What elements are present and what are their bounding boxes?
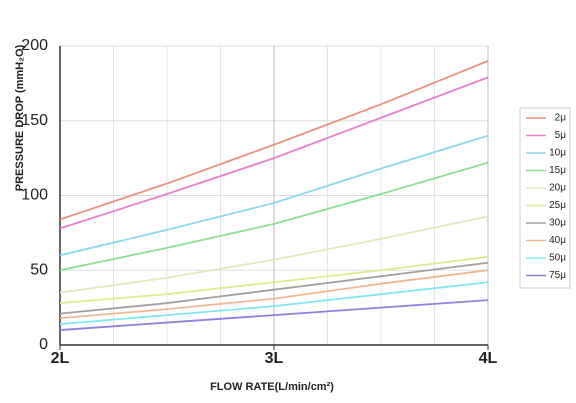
legend-label: 25μ: [549, 200, 566, 211]
y-tick-label: 0: [39, 336, 48, 353]
legend-label: 40μ: [549, 235, 566, 246]
legend-label: 5μ: [555, 130, 567, 141]
y-tick-label: 100: [21, 187, 48, 204]
y-tick-label: 150: [21, 112, 48, 129]
legend-label: 10μ: [549, 148, 566, 159]
x-tick-label: 3L: [265, 350, 284, 367]
legend-label: 50μ: [549, 253, 566, 264]
y-tick-label: 50: [30, 261, 48, 278]
series-line: [59, 76, 489, 230]
series-line: [59, 215, 489, 294]
series-line: [59, 255, 489, 305]
series-line: [59, 269, 489, 319]
legend-label: 30μ: [549, 218, 566, 229]
legend-label: 15μ: [549, 165, 566, 176]
y-axis-label: PRESSURE DROP (mmH₂O): [14, 44, 26, 191]
legend-label: 75μ: [549, 270, 566, 281]
series-line: [59, 161, 489, 272]
x-tick-label: 2L: [51, 350, 70, 367]
legend-label: 2μ: [555, 113, 567, 124]
series-line: [59, 281, 489, 325]
x-axis-label: FLOW RATE(L/min/cm²): [210, 381, 334, 393]
series-line: [59, 261, 489, 315]
x-tick-label: 4L: [479, 350, 498, 367]
series-line: [59, 60, 489, 221]
y-tick-label: 200: [21, 37, 48, 54]
series-line: [59, 134, 489, 257]
legend-label: 20μ: [549, 183, 566, 194]
series-line: [59, 299, 489, 331]
